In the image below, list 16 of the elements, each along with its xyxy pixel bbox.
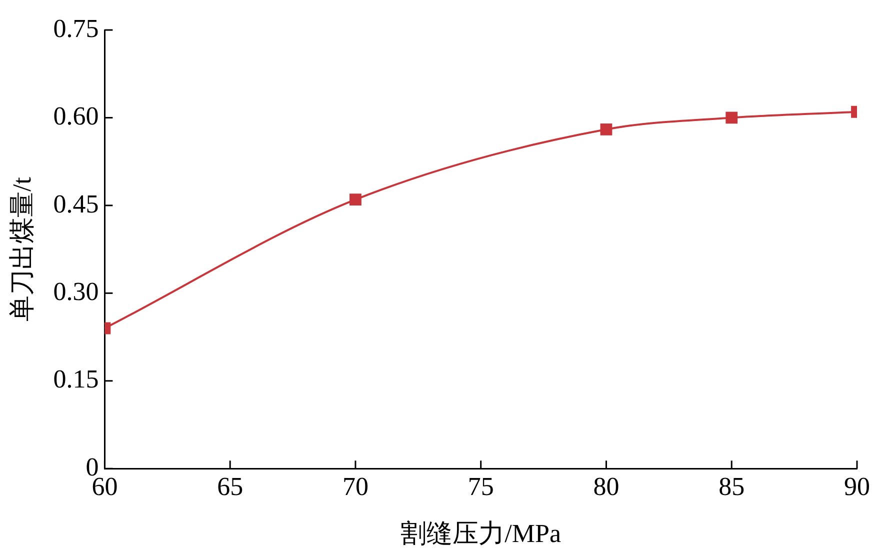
x-tick-label: 70 [342, 472, 368, 502]
y-axis-title: 单刀出煤量/t [7, 176, 36, 322]
x-tick-label: 85 [718, 472, 745, 502]
y-tick-label: 0.45 [53, 189, 99, 218]
x-tick-label: 75 [468, 472, 494, 502]
x-axis-title: 割缝压力/MPa [400, 519, 562, 548]
point [600, 123, 612, 136]
point [350, 194, 362, 206]
x-tick-label: 90 [844, 472, 870, 502]
y-tick-label: 0.15 [53, 364, 99, 394]
y-tick-label: 0.30 [53, 276, 99, 306]
x-tick-label: 65 [217, 472, 244, 502]
point [726, 112, 738, 124]
x-tick-label: 80 [593, 472, 620, 502]
y-tick-label: 0.60 [53, 102, 99, 131]
y-tick-label: 0.75 [53, 14, 99, 43]
